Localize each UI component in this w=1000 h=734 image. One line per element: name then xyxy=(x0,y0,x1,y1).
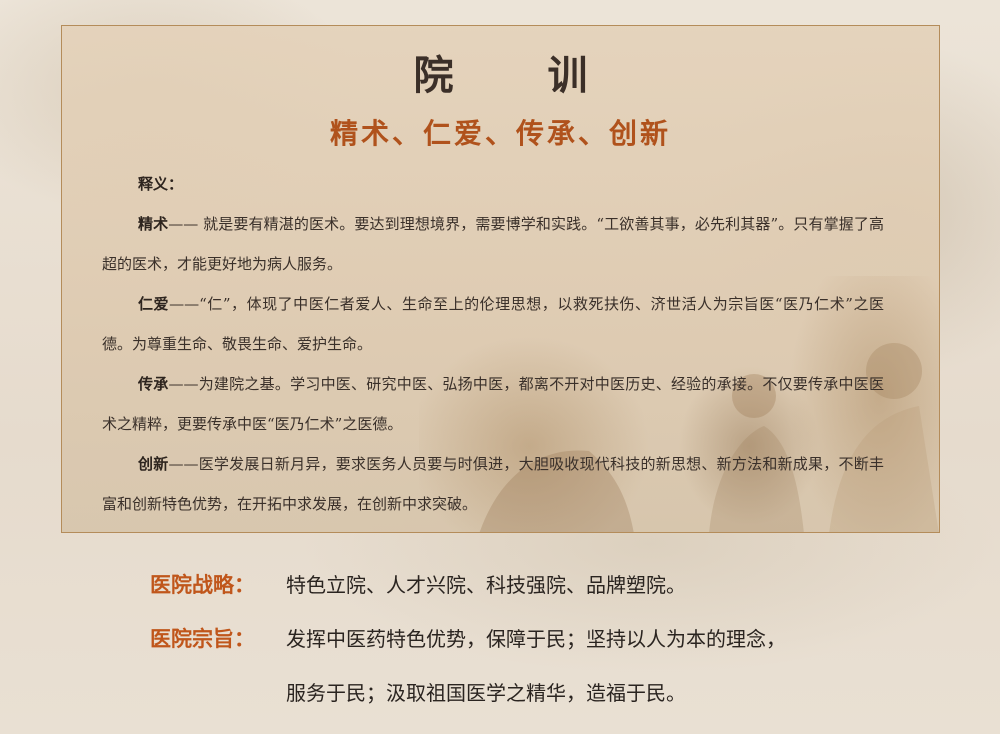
explanation-item-chuangxin: 创新——医学发展日新月异，要求医务人员要与时俱进，大胆吸收现代科技的新思想、新方… xyxy=(102,444,884,524)
strategy-label: 医院战略： xyxy=(150,572,255,597)
page-title: 院 训 xyxy=(413,53,628,99)
term-label: 仁爱 xyxy=(138,295,170,313)
hospital-statements: 医院战略： 特色立院、人才兴院、科技强院、品牌塑院。 医院宗旨： 发挥中医药特色… xyxy=(150,558,870,720)
term-description: ——医学发展日新月异，要求医务人员要与时俱进，大胆吸收现代科技的新思想、新方法和… xyxy=(102,455,884,513)
purpose-row: 医院宗旨： 发挥中医药特色优势，保障于民；坚持以人为本的理念， xyxy=(150,612,870,666)
strategy-text: 特色立院、人才兴院、科技强院、品牌塑院。 xyxy=(286,573,686,597)
motto-panel: 院 训 精术、仁爱、传承、创新 释义： 精术—— 就是要有精湛的医术。要达到理想… xyxy=(61,25,940,533)
purpose-label: 医院宗旨： xyxy=(150,626,255,651)
term-description: —— 就是要有精湛的医术。要达到理想境界，需要博学和实践。“工欲善其事，必先利其… xyxy=(102,215,884,273)
explanation-item-renai: 仁爱——“仁”，体现了中医仁者爱人、生命至上的伦理思想，以救死扶伤、济世活人为宗… xyxy=(102,284,884,364)
term-label: 传承 xyxy=(138,375,169,393)
explanation-body: 释义： 精术—— 就是要有精湛的医术。要达到理想境界，需要博学和实践。“工欲善其… xyxy=(102,164,884,524)
explanation-item-jingshu: 精术—— 就是要有精湛的医术。要达到理想境界，需要博学和实践。“工欲善其事，必先… xyxy=(102,204,884,284)
explanation-label-line: 释义： xyxy=(102,164,884,204)
explanation-item-chuancheng: 传承——为建院之基。学习中医、研究中医、弘扬中医，都离不开对中医历史、经验的承接… xyxy=(102,364,884,444)
purpose-text-line1: 发挥中医药特色优势，保障于民；坚持以人为本的理念， xyxy=(286,627,786,651)
explanation-label: 释义： xyxy=(138,175,184,193)
purpose-text-line2: 服务于民；汲取祖国医学之精华，造福于民。 xyxy=(286,681,686,705)
term-label: 创新 xyxy=(138,455,169,473)
term-description: ——为建院之基。学习中医、研究中医、弘扬中医，都离不开对中医历史、经验的承接。不… xyxy=(102,375,884,433)
term-description: ——“仁”，体现了中医仁者爱人、生命至上的伦理思想，以救死扶伤、济世活人为宗旨医… xyxy=(102,295,884,353)
term-label: 精术 xyxy=(138,215,169,233)
strategy-row: 医院战略： 特色立院、人才兴院、科技强院、品牌塑院。 xyxy=(150,558,870,612)
motto-subtitle: 精术、仁爱、传承、创新 xyxy=(329,117,671,150)
